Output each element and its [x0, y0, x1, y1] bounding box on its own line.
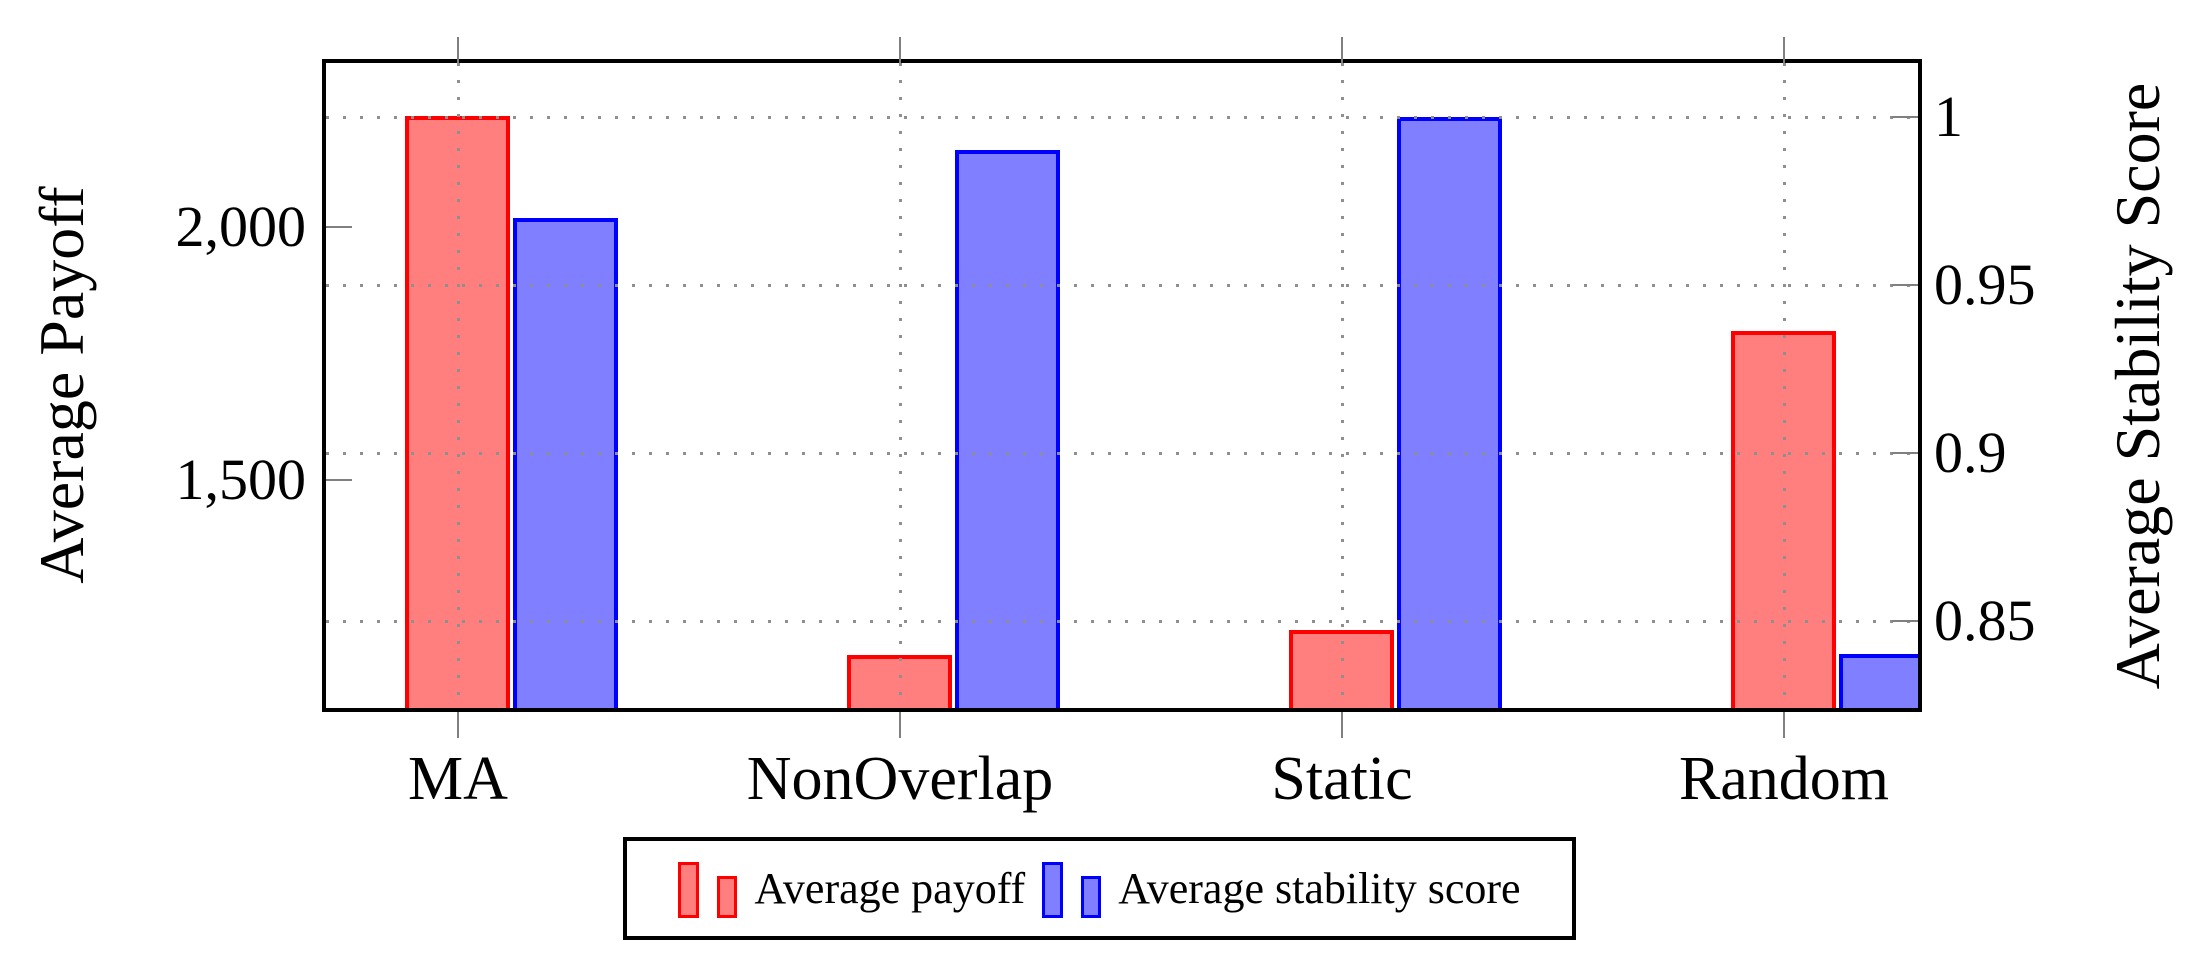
- v-gridline-NonOverlap: [899, 63, 902, 708]
- x-tick-label-NonOverlap: NonOverlap: [746, 745, 1054, 813]
- x-tick-top-MA: [457, 37, 459, 63]
- left-tick-label-2,000: 2,000: [175, 194, 307, 260]
- v-gridline-Static: [1341, 63, 1344, 708]
- v-gridline-Random: [1783, 63, 1786, 708]
- h-gridline-0.9: [326, 451, 1918, 455]
- x-tick-top-Random: [1783, 37, 1785, 63]
- legend-entry-average-payoff: Average payoff: [678, 860, 1025, 918]
- h-gridline-0.95: [326, 283, 1918, 287]
- stability-bars-legend-icon: [1042, 860, 1102, 918]
- left-tick-2,000: [326, 226, 352, 229]
- bar-stability-NonOverlap: [955, 150, 1060, 708]
- left-tick-1,500: [326, 479, 352, 482]
- stability-bar-swatch: [1042, 861, 1064, 918]
- right-tick-1: [1892, 115, 1918, 118]
- h-gridline-0.85: [326, 619, 1918, 623]
- right-tick-0.95: [1892, 283, 1918, 286]
- legend-label-average-stability-score: Average stability score: [1118, 863, 1521, 913]
- plot-area: [322, 59, 1922, 712]
- bar-stability-MA: [513, 217, 618, 708]
- right-tick-label-0.85: 0.85: [1934, 587, 2036, 653]
- payoff-bars-legend-icon: [678, 860, 738, 918]
- x-tick-bottom-Random: [1783, 712, 1785, 738]
- x-tick-label-MA: MA: [408, 745, 508, 813]
- x-tick-top-NonOverlap: [899, 37, 901, 63]
- x-tick-label-Random: Random: [1678, 745, 1890, 813]
- x-tick-bottom-MA: [457, 712, 459, 738]
- right-tick-label-0.9: 0.9: [1934, 419, 2007, 485]
- right-tick-label-1: 1: [1934, 83, 1963, 149]
- h-gridline-1: [326, 115, 1918, 119]
- left-tick-label-1,500: 1,500: [175, 447, 307, 513]
- x-tick-bottom-Static: [1341, 712, 1343, 738]
- bar-stability-Random: [1839, 654, 1918, 708]
- legend-entry-average-stability-score: Average stability score: [1042, 860, 1521, 918]
- plot-canvas: [326, 63, 1918, 708]
- legend: Average payoff Average stability score: [623, 837, 1576, 940]
- bar-stability-Static: [1397, 116, 1502, 708]
- payoff-bar-swatch: [678, 861, 700, 918]
- left-axis-title: Average Payoff: [26, 186, 97, 584]
- payoff-bar-swatch: [717, 875, 738, 918]
- x-tick-label-Static: Static: [1271, 745, 1413, 813]
- legend-label-average-payoff: Average payoff: [754, 863, 1026, 913]
- stability-bar-swatch: [1081, 875, 1102, 918]
- x-tick-bottom-NonOverlap: [899, 712, 901, 738]
- right-tick-0.9: [1892, 451, 1918, 454]
- right-tick-0.85: [1892, 619, 1918, 622]
- x-tick-top-Static: [1341, 37, 1343, 63]
- right-tick-label-0.95: 0.95: [1934, 251, 2036, 317]
- v-gridline-MA: [457, 63, 460, 708]
